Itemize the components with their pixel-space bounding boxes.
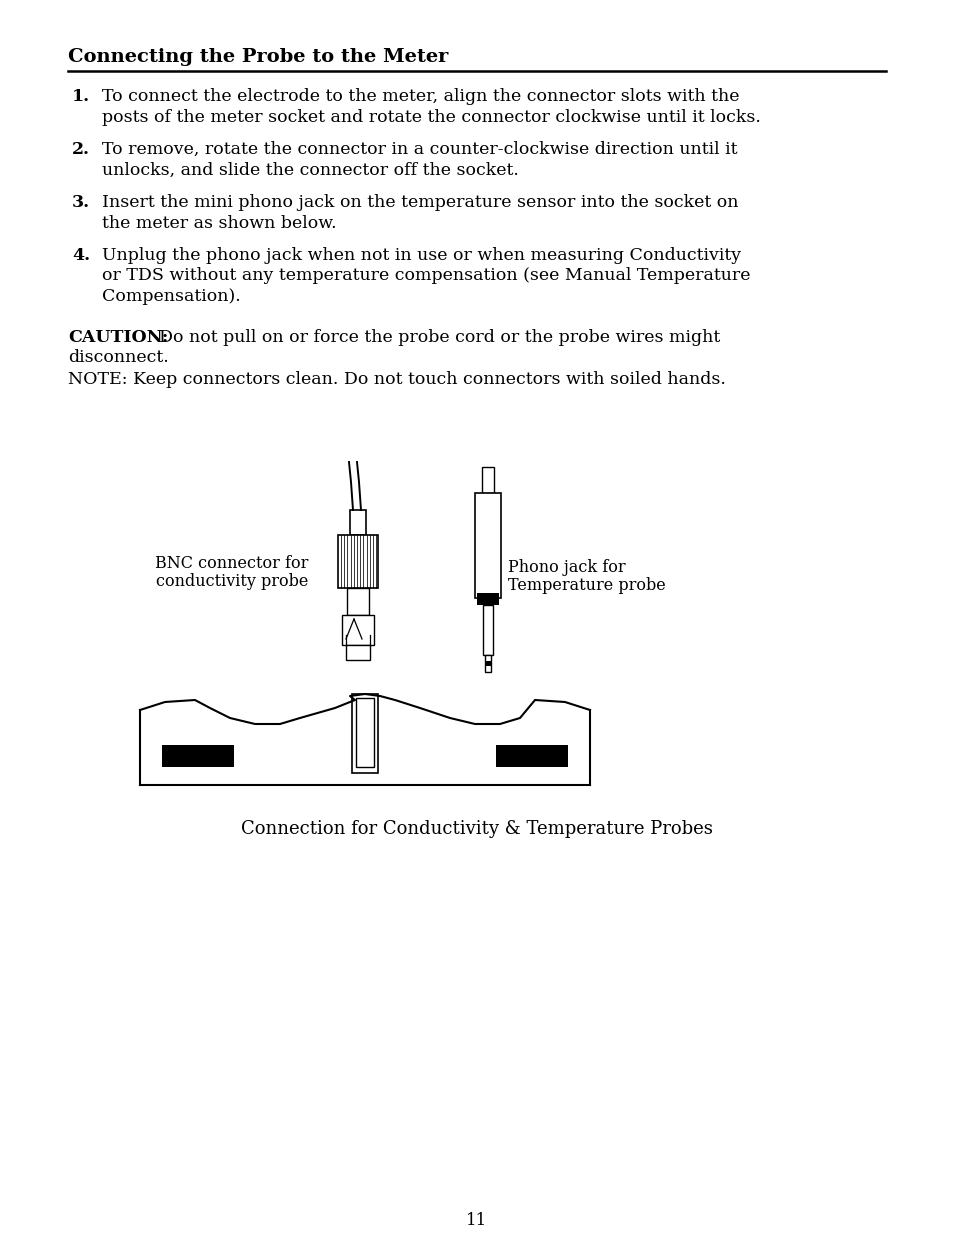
Bar xyxy=(162,745,233,768)
Text: 4.: 4. xyxy=(71,248,90,264)
Text: 3.: 3. xyxy=(71,194,90,211)
Text: disconnect.: disconnect. xyxy=(68,350,169,366)
Bar xyxy=(347,588,369,615)
Text: Do not pull on or force the probe cord or the probe wires might: Do not pull on or force the probe cord o… xyxy=(148,328,720,346)
Bar xyxy=(341,615,374,644)
Bar xyxy=(337,535,377,588)
Text: 2.: 2. xyxy=(71,141,90,158)
Text: Temperature probe: Temperature probe xyxy=(507,576,665,593)
Bar xyxy=(475,493,500,598)
Text: 11: 11 xyxy=(466,1212,487,1229)
Bar xyxy=(484,661,491,666)
Bar xyxy=(496,745,567,768)
Text: conductivity probe: conductivity probe xyxy=(155,572,308,590)
Text: 1.: 1. xyxy=(71,88,90,104)
Text: Insert the mini phono jack on the temperature sensor into the socket on: Insert the mini phono jack on the temper… xyxy=(102,194,738,211)
Text: BNC connector for: BNC connector for xyxy=(154,555,308,571)
Bar xyxy=(346,644,370,661)
Text: Compensation).: Compensation). xyxy=(102,289,240,305)
Text: Phono jack for: Phono jack for xyxy=(507,559,625,576)
Text: posts of the meter socket and rotate the connector clockwise until it locks.: posts of the meter socket and rotate the… xyxy=(102,108,760,126)
Bar xyxy=(350,510,366,535)
Text: or TDS without any temperature compensation (see Manual Temperature: or TDS without any temperature compensat… xyxy=(102,267,750,285)
Text: Unplug the phono jack when not in use or when measuring Conductivity: Unplug the phono jack when not in use or… xyxy=(102,248,740,264)
Text: To remove, rotate the connector in a counter-clockwise direction until it: To remove, rotate the connector in a cou… xyxy=(102,141,737,158)
Text: CAUTION:: CAUTION: xyxy=(68,328,168,346)
Text: Connection for Conductivity & Temperature Probes: Connection for Conductivity & Temperatur… xyxy=(241,820,712,838)
Text: To connect the electrode to the meter, align the connector slots with the: To connect the electrode to the meter, a… xyxy=(102,88,739,104)
Bar xyxy=(482,605,493,656)
Bar xyxy=(352,694,377,773)
Text: NOTE: Keep connectors clean. Do not touch connectors with soiled hands.: NOTE: Keep connectors clean. Do not touc… xyxy=(68,372,725,388)
Text: unlocks, and slide the connector off the socket.: unlocks, and slide the connector off the… xyxy=(102,162,518,178)
Bar xyxy=(476,593,498,605)
Text: the meter as shown below.: the meter as shown below. xyxy=(102,214,336,231)
Bar xyxy=(484,656,491,672)
Bar xyxy=(481,466,494,493)
Bar xyxy=(355,698,374,768)
Text: Connecting the Probe to the Meter: Connecting the Probe to the Meter xyxy=(68,49,448,66)
